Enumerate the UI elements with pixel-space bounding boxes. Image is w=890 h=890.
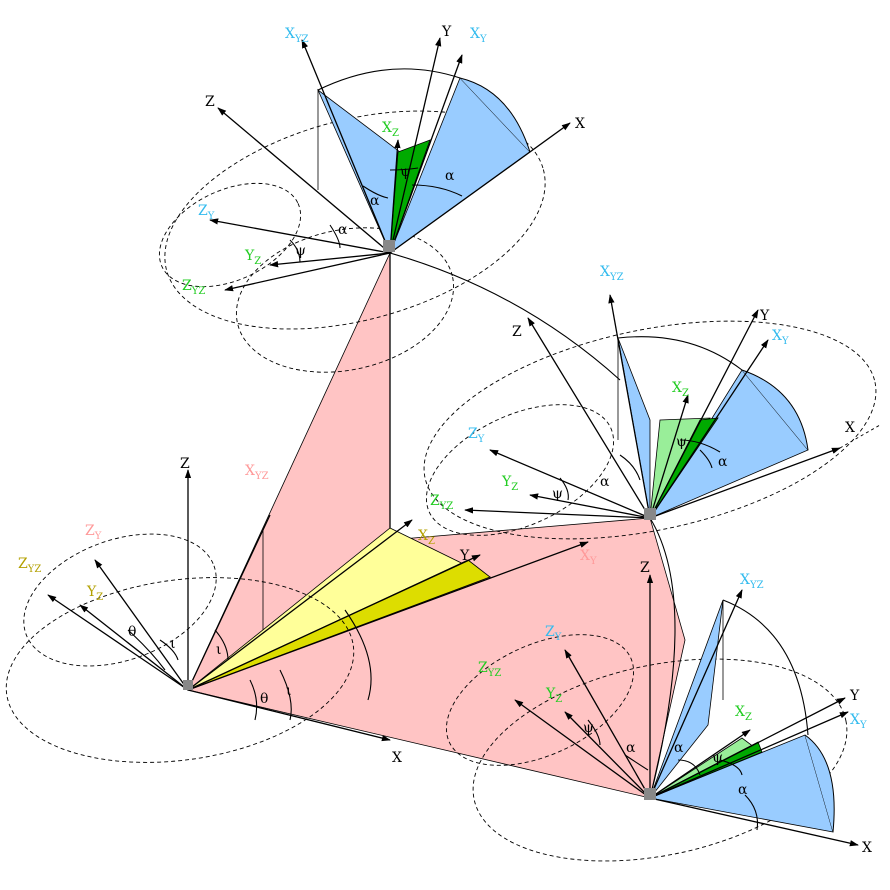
svg-text:ZY: ZY xyxy=(198,203,215,222)
svg-text:Y: Y xyxy=(441,24,452,40)
svg-text:α: α xyxy=(718,454,728,470)
svg-text:α: α xyxy=(445,168,455,184)
svg-text:ψ: ψ xyxy=(676,434,687,450)
svg-text:Y: Y xyxy=(759,308,770,324)
svg-text:X: X xyxy=(845,420,855,436)
zy-axis-bottom xyxy=(564,649,651,799)
y-axis-top xyxy=(389,37,442,254)
x-axis-bottom xyxy=(649,797,859,847)
svg-text:ZY: ZY xyxy=(85,523,102,542)
yz-axis-main xyxy=(79,604,189,691)
svg-text:XYZ: XYZ xyxy=(245,463,269,482)
y-axis-main xyxy=(187,554,481,691)
svg-text:XYZ: XYZ xyxy=(600,264,624,283)
x-axis-main xyxy=(187,689,391,742)
svg-text:α: α xyxy=(738,782,748,798)
svg-text:XYZ: XYZ xyxy=(740,572,764,591)
svg-text:α: α xyxy=(370,193,380,209)
zy-axis-middle xyxy=(489,449,651,519)
xz-axis-top xyxy=(389,139,401,254)
svg-text:ψ: ψ xyxy=(400,164,411,180)
svg-text:ZY: ZY xyxy=(545,624,562,643)
svg-text:XZ: XZ xyxy=(418,528,435,547)
xz-axis-main xyxy=(187,519,413,691)
zyz-axis-main xyxy=(47,594,189,691)
pink-plane xyxy=(187,252,686,799)
svg-text:X: X xyxy=(575,116,585,132)
svg-text:θ: θ xyxy=(260,691,268,707)
svg-text:α: α xyxy=(600,474,610,490)
svg-text:ZY: ZY xyxy=(468,426,485,445)
svg-text:Z: Z xyxy=(205,94,215,110)
labels: Z X Y XYZ XZ XY ZY ZYZ YZ θ ι ι θ ι X Y … xyxy=(18,24,872,856)
z-axis-middle xyxy=(527,317,651,519)
svg-text:α: α xyxy=(674,740,684,756)
svg-text:ι: ι xyxy=(286,683,292,699)
svg-text:XY: XY xyxy=(850,712,867,731)
yz-axis-middle xyxy=(529,493,651,519)
middle-frame xyxy=(423,294,881,540)
svg-text:YZ: YZ xyxy=(501,474,518,493)
label-y-main: Y xyxy=(459,548,470,564)
svg-text:ι: ι xyxy=(170,636,176,652)
svg-text:XZ: XZ xyxy=(382,120,399,139)
x-axis-middle xyxy=(649,447,841,519)
xz-axis-middle xyxy=(649,394,689,519)
svg-text:ψ: ψ xyxy=(583,720,594,736)
label-x-main: X xyxy=(392,750,402,766)
svg-text:α: α xyxy=(626,740,636,756)
svg-text:X: X xyxy=(862,840,872,856)
svg-text:θ: θ xyxy=(128,624,136,640)
y-axis-bottom xyxy=(649,697,846,799)
svg-text:Z: Z xyxy=(512,324,522,340)
svg-text:XY: XY xyxy=(580,548,597,567)
svg-text:XY: XY xyxy=(470,26,487,45)
bottom-frame xyxy=(445,574,859,862)
xy-axis-middle xyxy=(649,339,769,519)
label-z-main: Z xyxy=(180,456,190,472)
svg-text:YZ: YZ xyxy=(244,248,261,267)
svg-text:XZ: XZ xyxy=(735,704,752,723)
x-axis-top xyxy=(389,122,571,254)
zy-axis-top xyxy=(209,218,391,254)
svg-text:Y: Y xyxy=(849,688,860,704)
xy-axis-top xyxy=(389,54,463,254)
svg-text:ZYZ: ZYZ xyxy=(182,278,205,297)
svg-text:ZYZ: ZYZ xyxy=(18,556,41,575)
yz-axis-top xyxy=(269,252,391,268)
svg-text:YZ: YZ xyxy=(545,686,562,705)
xy-axis-main xyxy=(187,541,589,691)
zyz-axis-middle xyxy=(464,507,651,519)
svg-text:ψ: ψ xyxy=(712,750,723,766)
zyz-axis-bottom xyxy=(514,699,651,799)
svg-text:YZ: YZ xyxy=(86,584,103,603)
zyz-axis-top xyxy=(224,252,391,292)
xy-axis-bottom xyxy=(649,711,849,799)
svg-text:ι: ι xyxy=(216,642,222,658)
y-axis-middle xyxy=(649,309,759,519)
xyz-axis-main xyxy=(187,514,271,691)
yz-axis-bottom xyxy=(564,711,651,799)
xyz-axis-top xyxy=(301,39,391,254)
svg-text:ZYZ: ZYZ xyxy=(430,493,453,512)
svg-text:ψ: ψ xyxy=(552,486,563,502)
svg-text:XYZ: XYZ xyxy=(285,26,309,45)
svg-text:α: α xyxy=(338,222,348,238)
xyz-axis-bottom xyxy=(649,589,743,799)
xz-axis-bottom xyxy=(649,729,751,799)
svg-text:XY: XY xyxy=(772,328,789,347)
main-frame xyxy=(5,469,589,763)
svg-text:XZ: XZ xyxy=(672,380,689,399)
xyz-axis-middle xyxy=(608,294,651,519)
svg-text:ZYZ: ZYZ xyxy=(478,660,501,679)
top-frame xyxy=(158,37,621,381)
svg-text:ψ: ψ xyxy=(295,243,306,259)
zy-axis-main xyxy=(94,559,189,691)
svg-text:Z: Z xyxy=(640,560,650,576)
z-axis-top xyxy=(217,107,391,254)
